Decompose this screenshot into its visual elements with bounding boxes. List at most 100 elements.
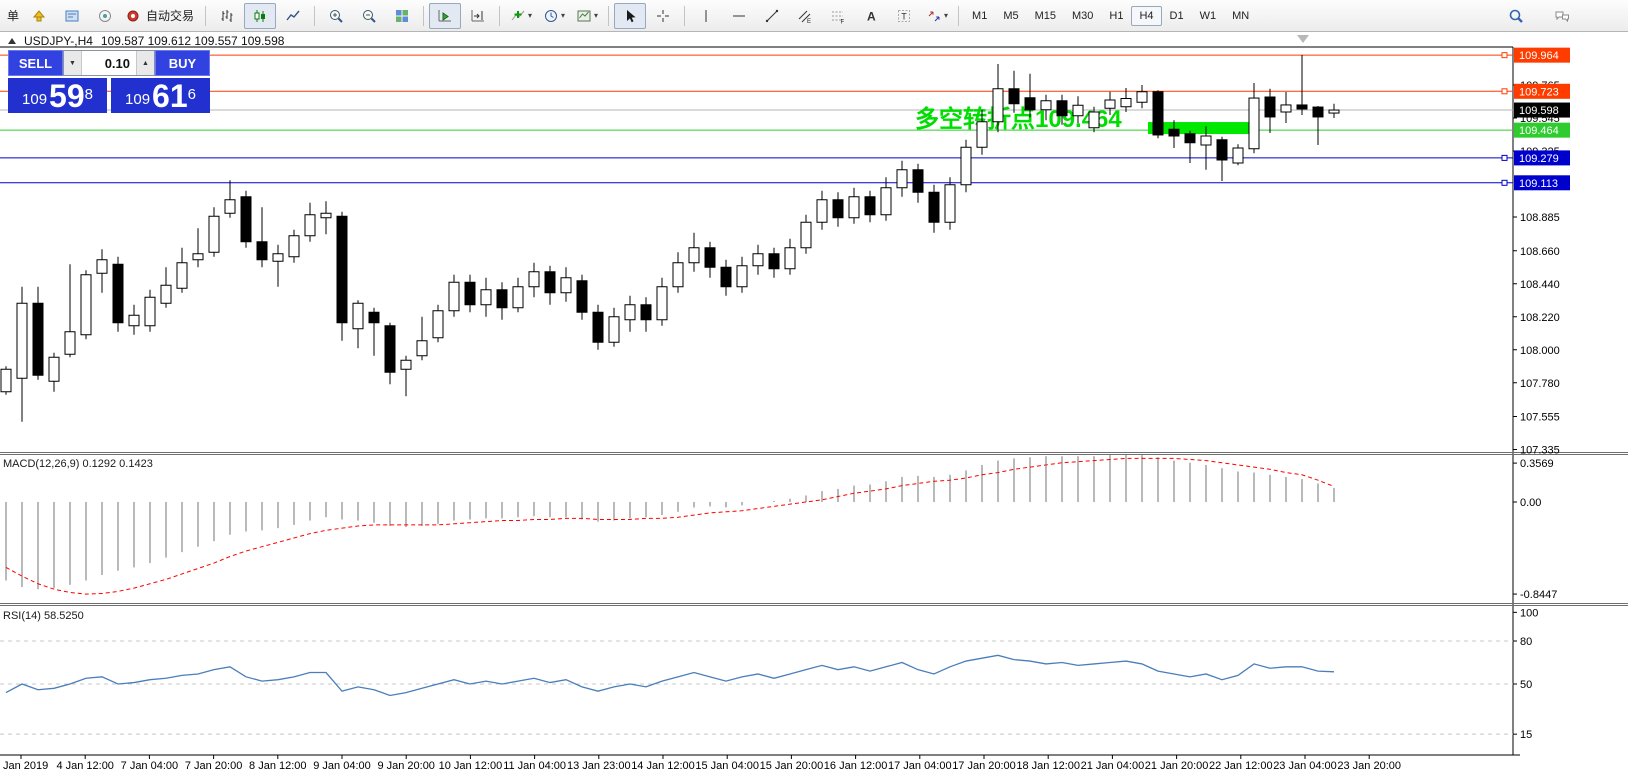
- toolbar-button-terminal[interactable]: [56, 3, 88, 29]
- time-axis-label: 15 Jan 04:00: [695, 760, 759, 772]
- candle-body: [1296, 104, 1308, 110]
- candle-body: [64, 331, 76, 355]
- toolbar-button-periods[interactable]: ▾: [538, 3, 570, 29]
- svg-text:0.00: 0.00: [1520, 497, 1541, 509]
- time-axis-label: 23 Jan 04:00: [1273, 760, 1337, 772]
- toolbar-button-arrows[interactable]: ▾: [921, 3, 953, 29]
- rsi-indicator-label: RSI(14) 58.5250: [3, 610, 84, 622]
- timeframe-button-m5[interactable]: M5: [1003, 9, 1019, 22]
- buy-button[interactable]: BUY: [155, 50, 210, 76]
- time-axis-label: 17 Jan 04:00: [888, 760, 952, 772]
- toolbar-button-crosshair[interactable]: [647, 3, 679, 29]
- chart-ohlc-quotes: 109.587 109.612 109.557 109.598: [100, 33, 285, 48]
- candle-body: [944, 184, 956, 223]
- timeframe-button-h1[interactable]: H1: [1109, 9, 1124, 22]
- toolbar-button-trendline[interactable]: [756, 3, 788, 29]
- sell-button[interactable]: SELL: [8, 50, 63, 76]
- toolbar-button-text[interactable]: A: [855, 3, 887, 29]
- time-axis-label: 21 Jan 04:00: [1081, 760, 1145, 772]
- toolbar-button-chart-shift[interactable]: [462, 3, 494, 29]
- toolbar-button-zoom-in[interactable]: [320, 3, 352, 29]
- templates-icon: [576, 8, 592, 24]
- toolbar-separator: [499, 5, 501, 26]
- toolbar-button-candlestick-chart[interactable]: [244, 2, 277, 29]
- volume-input[interactable]: 0.10: [104, 55, 130, 71]
- candle-body: [1136, 91, 1148, 103]
- time-axis-label: 10 Jan 12:00: [439, 760, 503, 772]
- candle-body: [416, 340, 428, 357]
- candle-body: [880, 187, 892, 216]
- auto-scroll-icon: [437, 8, 453, 24]
- toolbar-button-search[interactable]: [1500, 3, 1532, 29]
- candle-body: [336, 215, 348, 324]
- candle-body: [608, 316, 620, 343]
- toolbar-button-templates[interactable]: ▾: [571, 3, 603, 29]
- macd-indicator-label: MACD(12,26,9) 0.1292 0.1423: [3, 458, 153, 470]
- toolbar-button-auto-scroll[interactable]: [429, 2, 462, 29]
- volume-decrease-button[interactable]: ▼: [64, 51, 82, 75]
- toolbar-button-fibonacci[interactable]: F: [822, 3, 854, 29]
- toolbar-button-line-chart[interactable]: [277, 3, 309, 29]
- svg-text:108.440: 108.440: [1520, 279, 1560, 291]
- time-axis-label: 23 Jan 20:00: [1337, 760, 1401, 772]
- cursor-icon: [622, 8, 638, 24]
- candle-body: [1312, 106, 1324, 118]
- timeframe-button-h4[interactable]: H4: [1131, 5, 1162, 26]
- toolbar-separator: [423, 5, 425, 26]
- timeframe-button-w1[interactable]: W1: [1199, 9, 1217, 22]
- main-toolbar: 单 自动交易 ▾ ▾ ▾ E F A T ▾ M1 M5 M15 M30 H1 H4 D1 W1 MN: [0, 0, 1628, 32]
- toolbar-button-notifications[interactable]: [89, 3, 121, 29]
- chart-shift-marker-icon[interactable]: [1297, 35, 1309, 43]
- buy-price-display[interactable]: 109 61 6: [111, 78, 210, 113]
- svg-text:108.660: 108.660: [1520, 246, 1560, 258]
- toolbar-button-autotrading[interactable]: 自动交易: [122, 3, 200, 29]
- candle-body: [512, 286, 524, 309]
- candle-body: [1200, 135, 1212, 146]
- timeframe-button-m1[interactable]: M1: [972, 9, 988, 22]
- chart-symbol-period: USDJPY-,H4: [24, 33, 93, 48]
- horizontal-line-icon: [731, 8, 747, 24]
- candle-body: [272, 253, 284, 262]
- toolbar-button-horizontal-line[interactable]: [723, 3, 755, 29]
- candle-body: [1088, 111, 1100, 129]
- candle-body: [752, 253, 764, 267]
- toolbar-button-zoom-out[interactable]: [353, 3, 385, 29]
- dropdown-caret-icon: ▾: [594, 11, 599, 20]
- time-axis-label: 7 Jan 20:00: [185, 760, 243, 772]
- candle-body: [1008, 88, 1020, 105]
- timeframe-button-m30[interactable]: M30: [1072, 9, 1094, 22]
- toolbar-button-vertical-line[interactable]: [690, 3, 722, 29]
- candle-body: [112, 263, 124, 324]
- price-level-badge: 109.723: [1519, 86, 1559, 98]
- candle-body: [528, 271, 540, 288]
- timeframe-button-m15[interactable]: M15: [1034, 9, 1056, 22]
- toolbar-separator: [608, 5, 610, 26]
- toolbar-button-cursor[interactable]: [614, 2, 647, 29]
- toolbar-overflow-label[interactable]: 单: [7, 9, 20, 23]
- candle-body: [96, 259, 108, 274]
- toolbar-button-new-order[interactable]: [23, 3, 55, 29]
- candle-body: [896, 169, 908, 189]
- toolbar-button-indicators[interactable]: ▾: [505, 3, 537, 29]
- search-icon: [1508, 8, 1524, 24]
- price-level-badge: 109.464: [1519, 125, 1559, 137]
- candle-body: [976, 121, 988, 148]
- toolbar-button-text-label[interactable]: T: [888, 3, 920, 29]
- sell-price-prefix: 109: [22, 91, 48, 108]
- svg-text:-0.8447: -0.8447: [1520, 589, 1557, 601]
- toolbar-button-chat[interactable]: [1546, 3, 1578, 29]
- toolbar-button-tile-windows[interactable]: [386, 3, 418, 29]
- timeframe-button-mn[interactable]: MN: [1232, 9, 1250, 22]
- toolbar-button-bar-chart[interactable]: [211, 3, 243, 29]
- toolbar-button-equidistant-channel[interactable]: E: [789, 3, 821, 29]
- collapse-triangle-icon[interactable]: [8, 37, 16, 44]
- candle-body: [48, 356, 60, 382]
- volume-increase-button[interactable]: ▲: [136, 51, 154, 75]
- sell-price-display[interactable]: 109 59 8: [8, 78, 107, 113]
- candle-body: [192, 253, 204, 261]
- trendline-icon: [764, 8, 780, 24]
- timeframe-button-d1[interactable]: D1: [1169, 9, 1184, 22]
- vertical-line-icon: [698, 8, 714, 24]
